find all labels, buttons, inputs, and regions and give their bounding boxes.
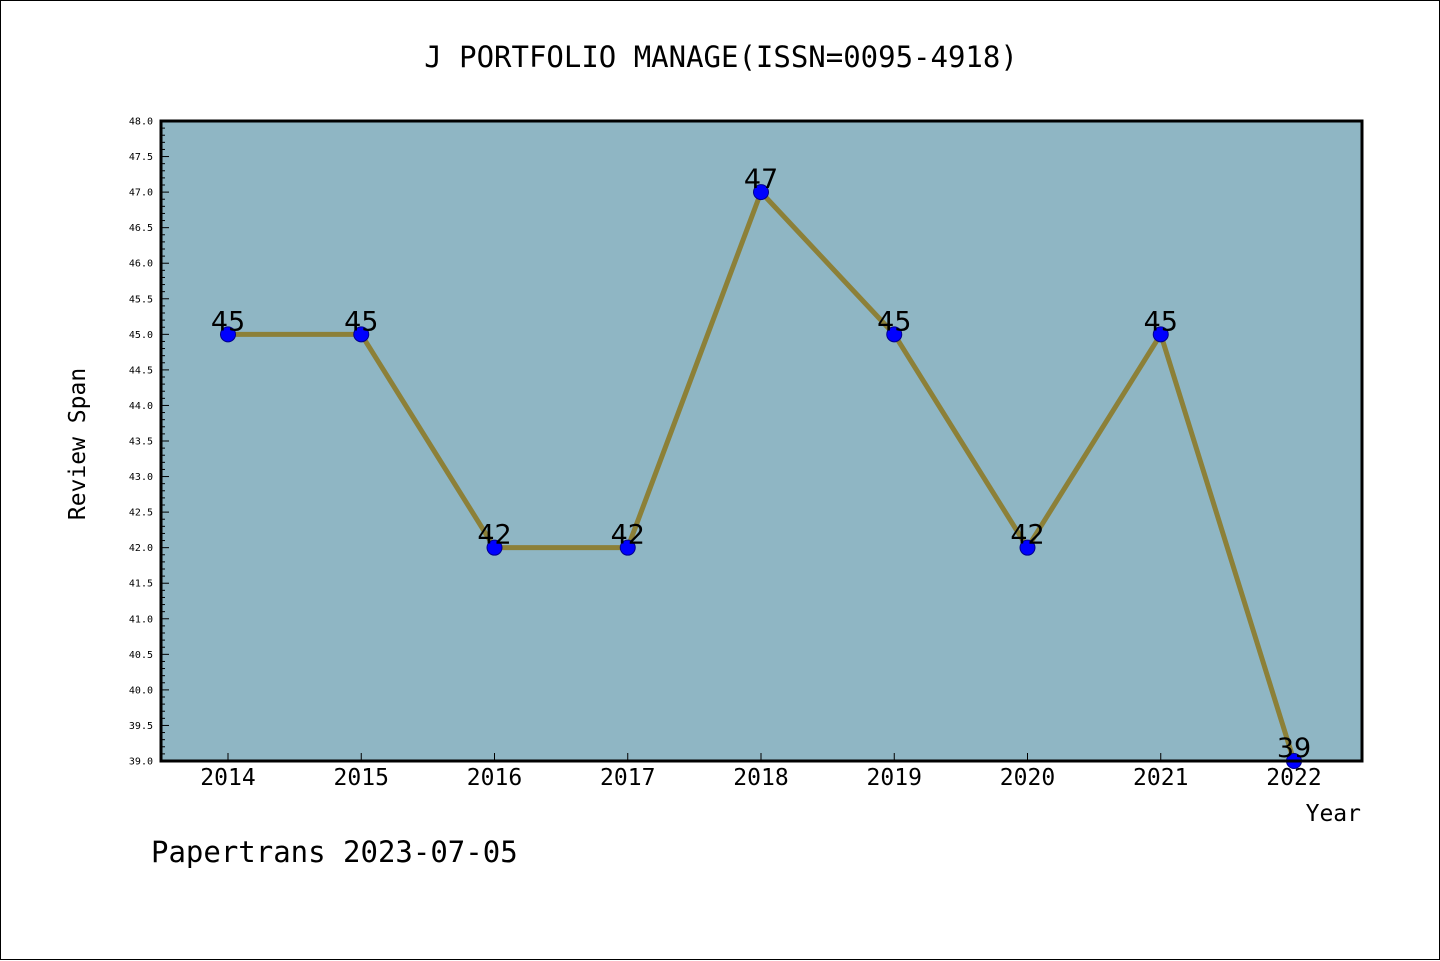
x-tick-label: 2017: [600, 765, 655, 791]
y-tick-label: 42.0: [129, 543, 153, 554]
y-tick-label: 47.0: [129, 188, 153, 199]
data-label: 42: [611, 520, 645, 551]
x-tick-label: 2020: [1000, 765, 1055, 791]
y-tick-label: 41.5: [129, 579, 153, 590]
x-tick-label: 2015: [334, 765, 389, 791]
data-label: 39: [1277, 733, 1311, 764]
data-point: [753, 184, 769, 201]
y-tick-label: 43.5: [129, 437, 153, 448]
data-point: [220, 326, 236, 343]
y-tick-label: 40.5: [129, 650, 153, 661]
plot-area: [161, 121, 1362, 761]
y-tick-label: 48.0: [129, 117, 153, 128]
y-tick-label: 40.0: [129, 685, 153, 696]
data-label: 45: [211, 306, 245, 337]
data-point: [1152, 326, 1169, 343]
y-tick-label: 44.5: [129, 365, 153, 376]
data-label: 45: [1144, 306, 1178, 337]
data-label: 45: [877, 306, 911, 337]
y-tick-label: 45.0: [129, 330, 153, 341]
footer-watermark-text: Papertrans 2023-07-05: [151, 835, 518, 869]
data-point: [353, 326, 370, 343]
y-tick-label: 46.0: [129, 259, 153, 270]
data-label: 42: [477, 520, 511, 551]
x-tick-label: 2018: [733, 765, 788, 791]
data-point: [886, 326, 903, 343]
x-tick-label: 2014: [200, 765, 255, 791]
x-tick-label: 2021: [1133, 765, 1188, 791]
y-tick-label: 39.0: [129, 757, 153, 768]
data-point: [1019, 539, 1036, 556]
y-tick-label: 45.5: [129, 294, 153, 305]
data-point: [486, 539, 503, 556]
y-axis-label: Review Span: [65, 368, 91, 520]
y-tick-label: 43.0: [129, 472, 153, 483]
x-tick-label: 2016: [467, 765, 522, 791]
y-tick-label: 42.5: [129, 508, 153, 519]
x-tick-label: 2019: [867, 765, 922, 791]
y-tick-label: 46.5: [129, 223, 153, 234]
data-label: 47: [744, 164, 778, 195]
y-tick-label: 44.0: [129, 401, 153, 412]
y-tick-label: 41.0: [129, 614, 153, 625]
y-tick-label: 47.5: [129, 152, 153, 163]
chart-title: J PORTFOLIO MANAGE(ISSN=0095-4918): [424, 40, 1018, 74]
y-tick-label: 39.5: [129, 721, 153, 732]
data-label: 42: [1010, 520, 1044, 551]
plot-frame: [159, 119, 1364, 763]
x-axis-label: Year: [1306, 801, 1361, 827]
x-tick-label: 2022: [1266, 765, 1321, 791]
x-axis: 2014 2015 2016 2017 2018 2019 2020 2021 2022: [200, 753, 1322, 791]
series-layer: 45 45 42 42 47 45 42 45 39: [211, 164, 1311, 769]
data-point: [619, 539, 636, 556]
data-label: 45: [344, 306, 378, 337]
